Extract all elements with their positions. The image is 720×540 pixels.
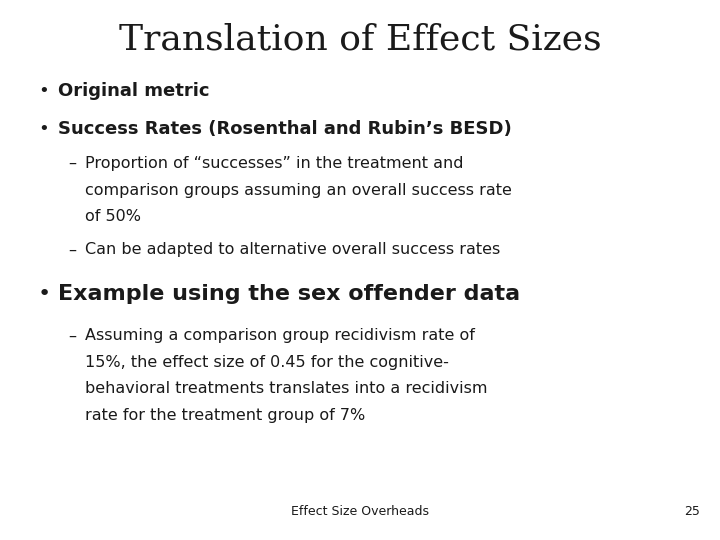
Text: 15%, the effect size of 0.45 for the cognitive-: 15%, the effect size of 0.45 for the cog… (85, 355, 449, 370)
Text: –: – (68, 328, 76, 343)
Text: comparison groups assuming an overall success rate: comparison groups assuming an overall su… (85, 183, 512, 198)
Text: –: – (68, 156, 76, 171)
Text: •: • (38, 120, 49, 138)
Text: Assuming a comparison group recidivism rate of: Assuming a comparison group recidivism r… (85, 328, 475, 343)
Text: Translation of Effect Sizes: Translation of Effect Sizes (119, 22, 601, 56)
Text: Proportion of “successes” in the treatment and: Proportion of “successes” in the treatme… (85, 156, 464, 171)
Text: Example using the sex offender data: Example using the sex offender data (58, 285, 520, 305)
Text: Success Rates (Rosenthal and Rubin’s BESD): Success Rates (Rosenthal and Rubin’s BES… (58, 120, 512, 138)
Text: rate for the treatment group of 7%: rate for the treatment group of 7% (85, 408, 365, 423)
Text: Original metric: Original metric (58, 82, 210, 100)
Text: –: – (68, 242, 76, 258)
Text: 25: 25 (684, 505, 700, 518)
Text: Can be adapted to alternative overall success rates: Can be adapted to alternative overall su… (85, 242, 500, 258)
Text: Effect Size Overheads: Effect Size Overheads (291, 505, 429, 518)
Text: •: • (38, 285, 51, 305)
Text: behavioral treatments translates into a recidivism: behavioral treatments translates into a … (85, 381, 487, 396)
Text: of 50%: of 50% (85, 209, 141, 224)
Text: •: • (38, 82, 49, 100)
